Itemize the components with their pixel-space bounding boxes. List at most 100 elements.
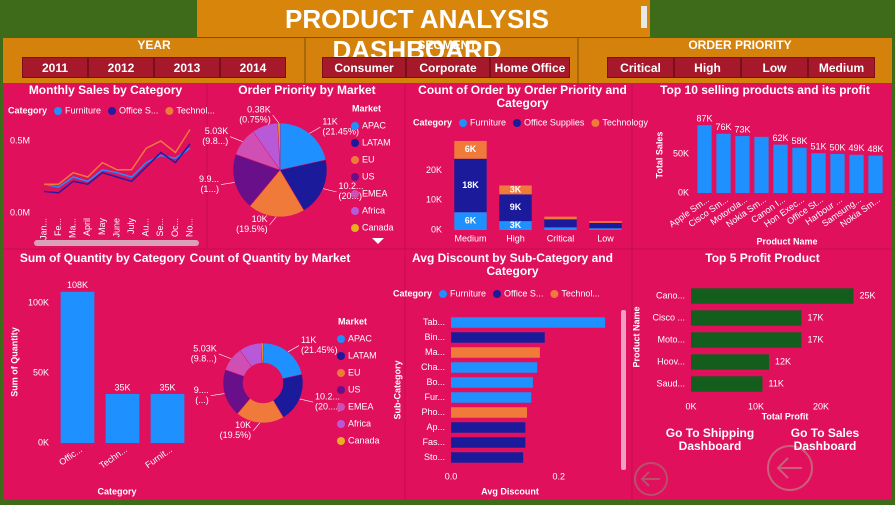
slicer-option[interactable]: High (674, 57, 741, 78)
legend-marker (591, 119, 600, 127)
x-tick-label: Medium (454, 233, 486, 243)
data-label: 5.03K (205, 126, 229, 136)
pie-slice (279, 122, 327, 171)
bar (451, 392, 532, 403)
legend-label: US (362, 171, 375, 181)
pie-slice (232, 153, 281, 207)
bar (451, 437, 526, 448)
y-tick-label: Bin... (424, 332, 445, 342)
x-tick-label: Offic... (57, 444, 84, 467)
data-label: 11K (301, 335, 316, 345)
donut-slice (260, 342, 264, 364)
slicer-option[interactable]: Low (741, 57, 808, 78)
x-tick-label: Se... (155, 218, 165, 237)
scrollbar[interactable] (34, 240, 199, 246)
legend-scroll-arrow[interactable] (372, 238, 384, 244)
legend-label: Furniture (65, 105, 101, 115)
legend-title: Market (338, 316, 367, 326)
bar (589, 222, 622, 229)
y-tick-label: Pho... (421, 407, 445, 417)
scrollbar[interactable] (621, 310, 626, 470)
legend-label: APAC (362, 120, 386, 130)
legend-label: EMEA (362, 188, 388, 198)
x-tick-label: June (111, 218, 121, 238)
x-tick-label: Au... (141, 218, 151, 237)
bar (60, 291, 95, 443)
nav-arrow[interactable] (634, 462, 668, 496)
data-label: (20...) (338, 191, 362, 201)
y-tick-label: 0K (678, 187, 689, 197)
data-label: 25K (860, 290, 876, 300)
y-tick-label: Cha... (421, 362, 445, 372)
data-label: 48K (867, 144, 883, 154)
legend-marker (337, 420, 345, 428)
data-label: 58K (791, 136, 807, 146)
bar (691, 310, 802, 326)
nav-button[interactable]: Go To Sales Dashboard (790, 426, 860, 453)
legend-title: Category (393, 288, 432, 298)
data-label: 11K (769, 378, 784, 388)
data-label: 51K (810, 142, 826, 152)
data-label: 6K (465, 144, 477, 154)
data-label: (9.8...) (202, 136, 228, 146)
nav-arrow-icon (776, 457, 802, 479)
legend-marker (351, 139, 359, 147)
bar (499, 185, 532, 195)
x-axis-title: Category (97, 486, 136, 496)
x-axis-title: Product Name (756, 236, 817, 246)
x-tick-label: No... (184, 218, 194, 237)
bar (735, 136, 750, 193)
bar (691, 332, 802, 348)
y-tick-label: Saud... (656, 378, 685, 388)
nav-button[interactable]: Go To Shipping Dashboard (665, 426, 755, 453)
x-tick-label: 20K (813, 401, 829, 411)
slicer-option[interactable]: 2011 (22, 57, 88, 78)
legend-marker (337, 386, 345, 394)
slicer-option[interactable]: Critical (607, 57, 674, 78)
slicer-option[interactable]: 2012 (88, 57, 154, 78)
title-box (197, 0, 650, 37)
legend-marker (351, 156, 359, 164)
legend-label: EU (362, 154, 375, 164)
data-label: (21.45%) (322, 126, 359, 136)
slicer-option[interactable]: Home Office (490, 57, 570, 78)
y-tick-label: Bo... (426, 377, 445, 387)
legend-marker (351, 122, 359, 130)
data-label: 9.... (194, 385, 209, 395)
y-tick-label: Fur... (424, 392, 445, 402)
bar (451, 452, 524, 463)
bar (691, 354, 769, 370)
x-tick-label: Fe... (53, 218, 63, 236)
bar (451, 377, 533, 388)
bar (454, 212, 487, 230)
nav-arrow-icon (640, 471, 660, 487)
y-axis-title: Sub-Category (392, 360, 402, 419)
slicer-option[interactable]: Consumer (322, 57, 406, 78)
bar (811, 153, 826, 193)
bar (544, 219, 577, 228)
x-tick-label: July (126, 218, 136, 235)
leader-line (323, 188, 337, 193)
slicer-option[interactable]: Corporate (406, 57, 490, 78)
slicer-option[interactable]: Medium (808, 57, 875, 78)
legend-marker (493, 290, 502, 298)
y-tick-label: Ma... (425, 347, 445, 357)
bar (830, 154, 845, 193)
nav-circle[interactable] (767, 445, 813, 491)
slicer-option[interactable]: 2014 (220, 57, 286, 78)
slicer-label: YEAR (137, 38, 171, 52)
side-bar (892, 38, 895, 505)
legend-label: Africa (362, 205, 385, 215)
legend-label: Technol... (561, 288, 600, 298)
chart-title: Top 5 Profit Product (705, 251, 820, 265)
x-tick-label: Jan... (38, 218, 48, 240)
data-label: 62K (772, 133, 788, 143)
leader-line (220, 182, 235, 185)
data-label: 10.2... (338, 181, 363, 191)
y-tick-label: 0K (38, 437, 49, 447)
slicer-option[interactable]: 2013 (154, 57, 220, 78)
nav-arrow[interactable] (767, 445, 813, 491)
data-label: 9.9... (199, 174, 219, 184)
nav-circle[interactable] (634, 462, 668, 496)
x-tick-label: Ma... (68, 218, 78, 238)
